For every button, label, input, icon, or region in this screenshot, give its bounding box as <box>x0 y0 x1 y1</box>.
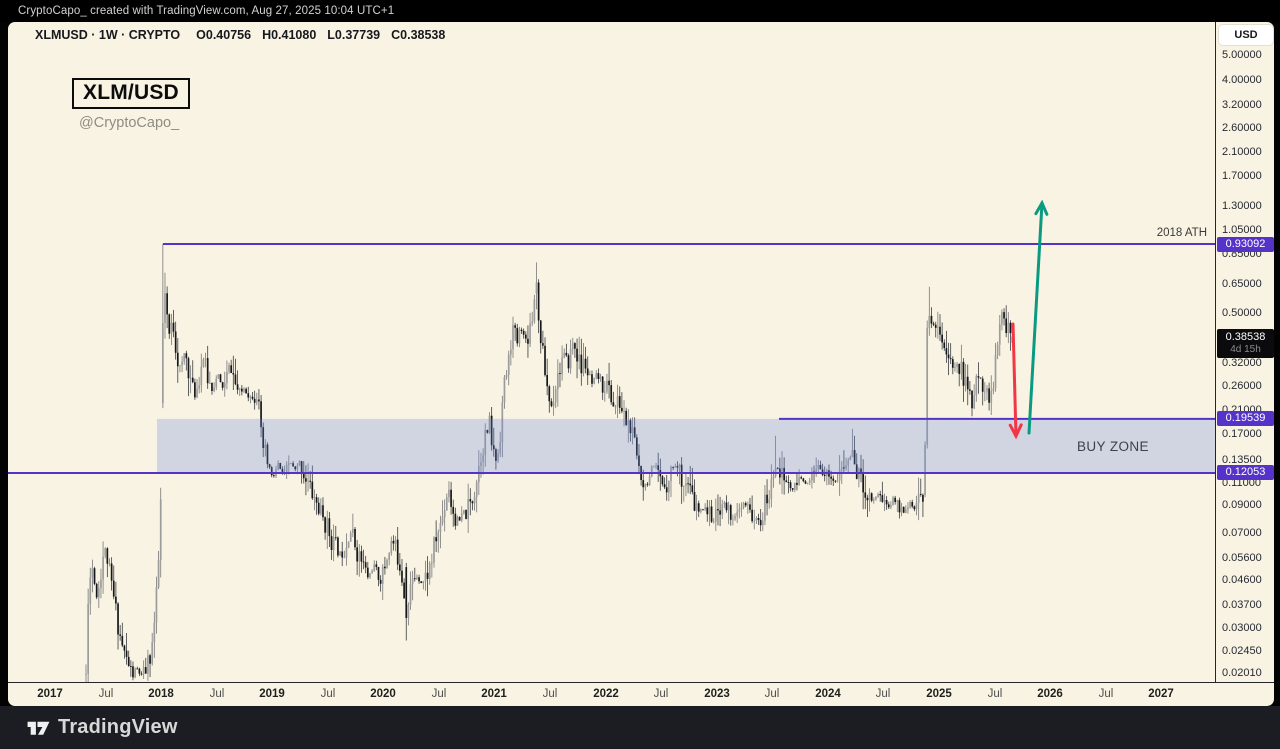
ohlc-close: C0.38538 <box>391 28 446 42</box>
price-tick-label: 0.09000 <box>1222 499 1262 512</box>
tradingview-logo-icon[interactable] <box>26 715 51 740</box>
buy-zone-rect[interactable] <box>157 418 1215 473</box>
attribution-bar: CryptoCapo_ created with TradingView.com… <box>0 0 1280 22</box>
up-candle-bodies <box>85 282 1010 678</box>
price-tick-label: 0.02010 <box>1222 667 1262 680</box>
price-tick-label: 0.02450 <box>1222 644 1262 657</box>
price-tick-label: 0.32000 <box>1222 357 1262 370</box>
price-badge-ath: 0.93092 <box>1217 236 1274 252</box>
price-tick-label: 1.70000 <box>1222 170 1262 183</box>
price-tick-label: 0.05600 <box>1222 552 1262 565</box>
time-tick-2026: 2026 <box>1037 688 1063 700</box>
time-tick-jul: Jul <box>209 688 225 700</box>
time-tick-jul: Jul <box>875 688 891 700</box>
time-tick-2024: 2024 <box>815 688 841 700</box>
time-tick-2027: 2027 <box>1148 688 1174 700</box>
projection-arrow-down[interactable] <box>1008 322 1023 440</box>
brand-bar: TradingView <box>0 706 1280 749</box>
price-tick-label: 0.13500 <box>1222 453 1262 466</box>
price-tick-label: 0.50000 <box>1222 307 1262 320</box>
last-price-badge: 0.38538 4d 15h <box>1217 329 1274 359</box>
symbol-title[interactable]: XLMUSD · 1W · CRYPTO <box>35 28 181 42</box>
time-tick-jul: Jul <box>320 688 336 700</box>
price-axis-separator <box>1215 22 1216 682</box>
attribution-text: CryptoCapo_ created with TradingView.com… <box>18 5 395 17</box>
plot-area[interactable] <box>8 243 1215 685</box>
price-tick-label: 0.03700 <box>1222 598 1262 611</box>
time-tick-jul: Jul <box>987 688 1003 700</box>
time-tick-jul: Jul <box>653 688 669 700</box>
time-tick-2018: 2018 <box>148 688 174 700</box>
price-tick-label: 0.03000 <box>1222 622 1262 635</box>
ohlc-high: H0.41080 <box>262 28 317 42</box>
time-axis-separator <box>8 682 1274 683</box>
ohlc-open: O0.40756 <box>196 28 252 42</box>
price-tick-label: 0.07000 <box>1222 527 1262 540</box>
time-tick-jul: Jul <box>542 688 558 700</box>
price-tick-label: 0.04600 <box>1222 574 1262 587</box>
time-tick-jul: Jul <box>764 688 780 700</box>
tradingview-wordmark[interactable]: TradingView <box>58 716 178 738</box>
down-candle-wicks <box>94 279 1013 681</box>
projection-arrow-up[interactable] <box>1027 199 1049 435</box>
buy-zone-label: BUY ZONE <box>1077 439 1149 454</box>
time-tick-jul: Jul <box>1098 688 1114 700</box>
time-tick-2019: 2019 <box>259 688 285 700</box>
currency-toggle-button[interactable]: USD <box>1219 25 1273 45</box>
symbol-header[interactable]: XLMUSD · 1W · CRYPTO O0.40756 H0.41080 L… <box>35 26 456 44</box>
price-tick-label: 5.00000 <box>1222 49 1262 62</box>
bar-countdown: 4d 15h <box>1230 344 1261 356</box>
price-tick-label: 1.05000 <box>1222 224 1262 237</box>
price-tick-label: 2.60000 <box>1222 122 1262 135</box>
chart-paper <box>8 22 1274 706</box>
price-tick-label: 1.30000 <box>1222 200 1262 213</box>
price-tick-label: 0.65000 <box>1222 277 1262 290</box>
time-tick-jul: Jul <box>431 688 447 700</box>
time-tick-2021: 2021 <box>481 688 507 700</box>
time-tick-2017: 2017 <box>37 688 63 700</box>
price-tick-label: 3.20000 <box>1222 99 1262 112</box>
time-tick-2020: 2020 <box>370 688 396 700</box>
last-price-value: 0.38538 <box>1225 331 1266 344</box>
down-candle-bodies <box>93 282 1014 678</box>
ath-line-label: 2018 ATH <box>1156 227 1207 239</box>
watermark-handle: @CryptoCapo_ <box>79 115 180 131</box>
time-tick-2023: 2023 <box>704 688 730 700</box>
time-tick-2025: 2025 <box>926 688 952 700</box>
price-badge-zone-bottom: 0.12053 <box>1217 465 1274 481</box>
watermark-title: XLM/USD <box>72 78 190 109</box>
time-tick-jul: Jul <box>98 688 114 700</box>
time-tick-2022: 2022 <box>593 688 619 700</box>
ohlc-low: L0.37739 <box>327 28 381 42</box>
price-tick-label: 0.17000 <box>1222 427 1262 440</box>
price-tick-label: 2.10000 <box>1222 146 1262 159</box>
price-badge-zone-top: 0.19539 <box>1217 411 1274 427</box>
price-tick-label: 4.00000 <box>1222 74 1262 87</box>
price-tick-label: 0.26000 <box>1222 380 1262 393</box>
